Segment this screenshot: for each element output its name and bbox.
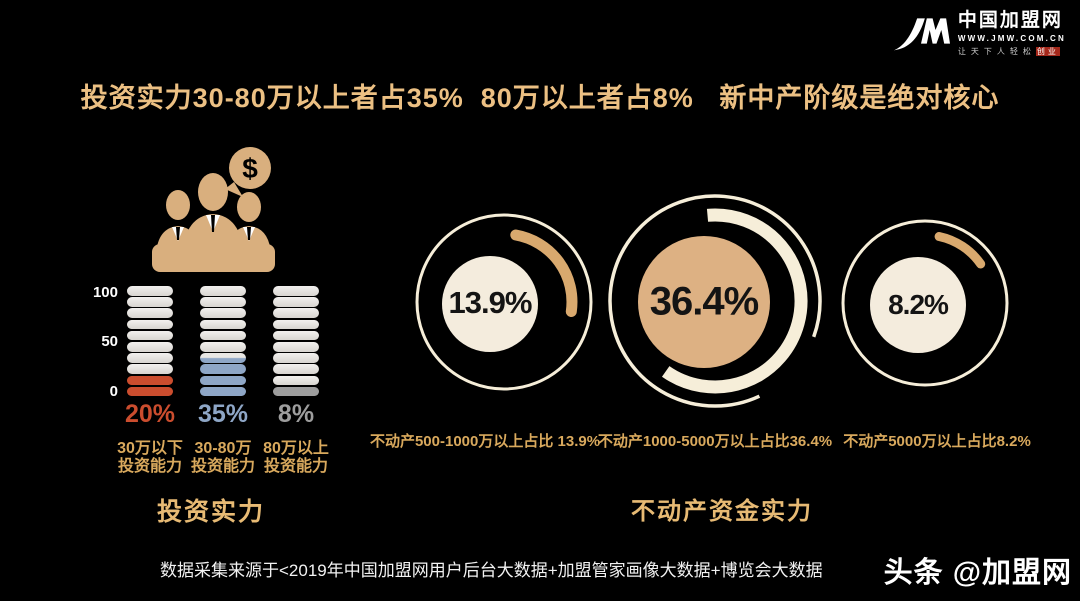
data-source-note: 数据采集来源于<2019年中国加盟网用户后台大数据+加盟管家画像大数据+博览会大… [160, 561, 823, 580]
donut-chart-36-4 [608, 194, 822, 408]
bar-pill [127, 286, 173, 296]
bar-pill [273, 341, 319, 352]
bar-category-line1: 30-80万 [194, 440, 252, 457]
brand-tagline-text: 让天下人轻松 [957, 47, 1036, 56]
bar-pill [200, 297, 246, 307]
donut-chart-8-2 [841, 219, 1009, 387]
bar-category-under-30: 30万以下 投资能力 [117, 440, 183, 476]
bar-category-line2: 投资能力 [190, 458, 256, 475]
bar-pill [127, 364, 173, 374]
bar-pill [273, 364, 319, 374]
bar-category-line2: 投资能力 [117, 458, 182, 475]
bar-pill [200, 364, 246, 374]
donut-value-13-9: 13.9% [448, 285, 533, 320]
percent-label-20: 20% [124, 400, 176, 428]
brand-tagline-highlight: 创业 [1035, 47, 1060, 56]
y-tick-0: 0 [109, 383, 118, 400]
bar-pill [200, 353, 246, 363]
percent-label-8: 8% [277, 400, 315, 428]
page-title: 投资实力30-80万以上者占35% 80万以上者占8% 新中产阶级是绝对核心 [80, 83, 1000, 113]
brand-text: 中国加盟网 WWW.JMW.COM.CN 让天下人轻松创业 [958, 10, 1066, 57]
bar-pill [127, 353, 173, 363]
toutiao-watermark: 头条 @加盟网 [883, 557, 1072, 589]
bar-category-line1: 80万以上 [263, 440, 329, 457]
bar-pill [200, 386, 246, 397]
percent-label-35: 35% [197, 400, 249, 428]
bar-category-line2: 投资能力 [263, 458, 328, 475]
bar-column-30-80 [200, 286, 246, 398]
bar-chart-title: 投资实力 [156, 498, 266, 526]
y-tick-100: 100 [92, 284, 118, 301]
bar-pill [200, 341, 246, 352]
bar-category-30-80: 30-80万 投资能力 [191, 440, 255, 476]
pill-bar-chart [127, 286, 321, 398]
bar-category-line1: 30万以下 [117, 440, 183, 457]
bar-category-over-80: 80万以上 投资能力 [263, 440, 329, 476]
donut-caption-over-5000: 不动产5000万以上占比8.2% [843, 433, 1031, 450]
bar-pill [200, 319, 246, 330]
businessmen-dollar-icon: $ [152, 147, 275, 272]
bar-column-under-30 [127, 286, 173, 398]
bar-pill [200, 330, 246, 341]
donut-caption-500-1000: 不动产500-1000万以上占比 13.9% [369, 433, 601, 450]
donut-section-title: 不动产资金实力 [631, 498, 813, 525]
bar-pill [127, 330, 173, 341]
bar-pill [200, 375, 246, 386]
bar-pill [200, 308, 246, 318]
bar-pill [127, 297, 173, 307]
bar-pill [127, 386, 173, 397]
donut-value-8-2: 8.2% [888, 289, 949, 320]
donut-caption-1000-5000: 不动产1000-5000万以上占比36.4% [597, 433, 833, 450]
bar-pill [273, 330, 319, 341]
bar-pill [127, 341, 173, 352]
bar-pill [200, 286, 246, 296]
jmw-monogram-icon [893, 18, 950, 51]
bar-pill [273, 375, 319, 386]
svg-text:$: $ [242, 153, 258, 184]
y-tick-50: 50 [101, 333, 118, 350]
bar-pill [273, 319, 319, 330]
donut-value-36-4: 36.4% [649, 279, 759, 324]
brand-name: 中国加盟网 [957, 10, 1063, 31]
bar-pill [273, 308, 319, 318]
brand-tagline: 让天下人轻松创业 [958, 46, 1060, 57]
bar-pill [127, 319, 173, 330]
bar-pill [273, 386, 319, 397]
bar-pill [127, 375, 173, 386]
bar-pill [127, 308, 173, 318]
brand-url: WWW.JMW.COM.CN [957, 34, 1066, 43]
bar-pill [273, 297, 319, 307]
donut-chart-13-9 [415, 213, 593, 391]
bar-pill [273, 353, 319, 363]
bar-column-over-80 [273, 286, 319, 398]
bar-pill [273, 286, 319, 296]
brand-logo: 中国加盟网 WWW.JMW.COM.CN 让天下人轻松创业 [892, 10, 1066, 57]
